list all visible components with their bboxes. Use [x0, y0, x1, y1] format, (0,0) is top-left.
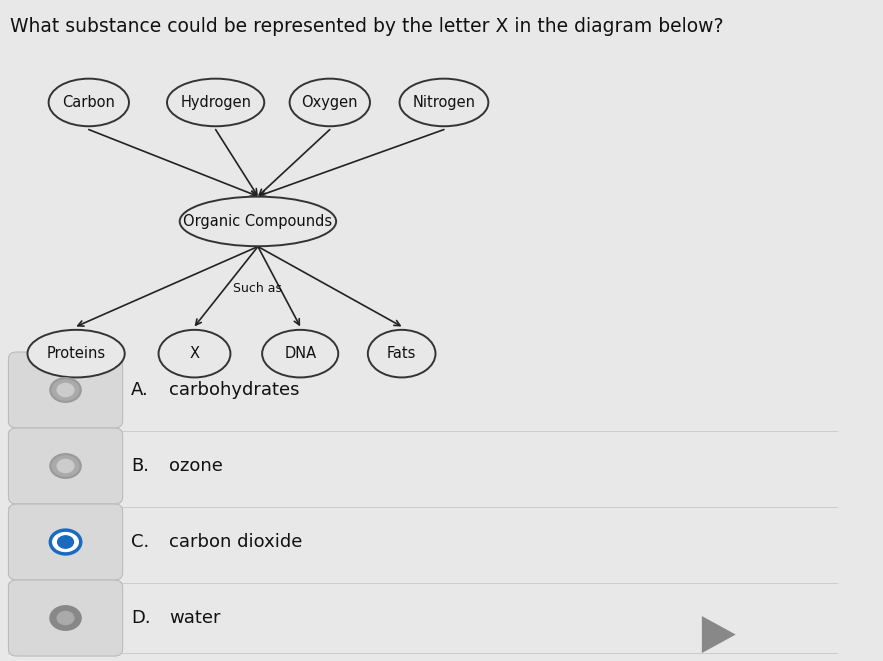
Text: D.: D. [131, 609, 151, 627]
Text: B.: B. [131, 457, 149, 475]
Ellipse shape [180, 197, 336, 247]
Ellipse shape [159, 330, 230, 377]
Text: Organic Compounds: Organic Compounds [184, 214, 333, 229]
Circle shape [50, 454, 80, 478]
Text: Fats: Fats [387, 346, 417, 361]
Ellipse shape [49, 79, 129, 126]
Text: carbohydrates: carbohydrates [170, 381, 299, 399]
Text: A.: A. [131, 381, 149, 399]
Text: C.: C. [131, 533, 149, 551]
Text: Nitrogen: Nitrogen [412, 95, 475, 110]
Circle shape [57, 611, 74, 625]
Ellipse shape [399, 79, 488, 126]
Text: ozone: ozone [170, 457, 223, 475]
Ellipse shape [290, 79, 370, 126]
Polygon shape [702, 616, 736, 653]
Text: What substance could be represented by the letter X in the diagram below?: What substance could be represented by t… [10, 17, 724, 36]
Ellipse shape [262, 330, 338, 377]
Text: Hydrogen: Hydrogen [180, 95, 251, 110]
Circle shape [50, 606, 80, 630]
Circle shape [57, 459, 74, 473]
Text: Carbon: Carbon [63, 95, 115, 110]
Text: Such as: Such as [232, 282, 282, 295]
Ellipse shape [368, 330, 435, 377]
FancyBboxPatch shape [9, 580, 123, 656]
Text: Proteins: Proteins [47, 346, 106, 361]
Text: DNA: DNA [284, 346, 316, 361]
Ellipse shape [27, 330, 125, 377]
Ellipse shape [167, 79, 264, 126]
Text: carbon dioxide: carbon dioxide [170, 533, 303, 551]
Circle shape [50, 530, 80, 554]
Circle shape [57, 383, 74, 397]
Circle shape [57, 536, 73, 548]
FancyBboxPatch shape [9, 504, 123, 580]
Text: X: X [190, 346, 200, 361]
Text: water: water [170, 609, 221, 627]
FancyBboxPatch shape [9, 352, 123, 428]
Circle shape [50, 378, 80, 402]
Text: Oxygen: Oxygen [301, 95, 358, 110]
FancyBboxPatch shape [9, 428, 123, 504]
